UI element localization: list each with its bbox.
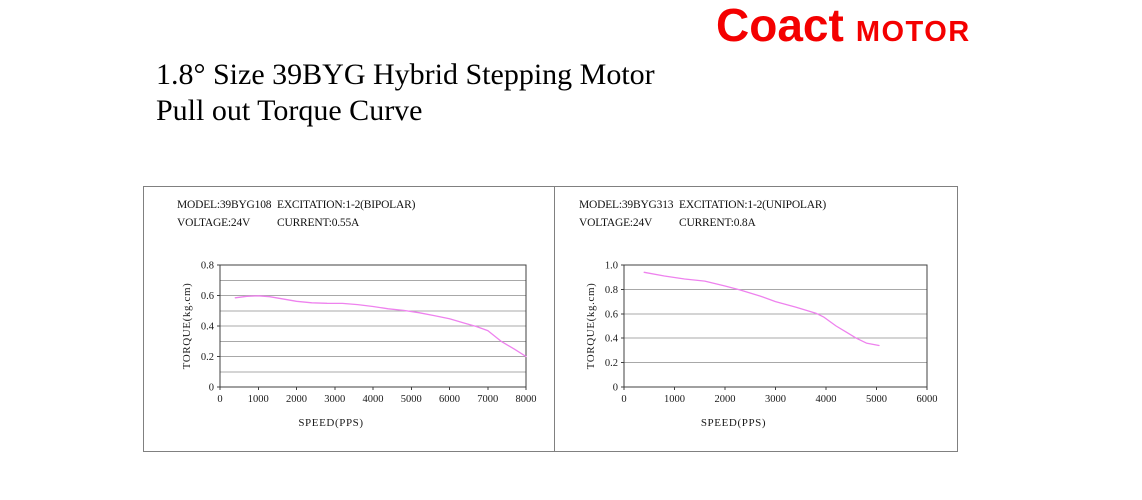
x-tick-label: 4000 [363, 394, 384, 405]
x-axis-title: SPEED(PPS) [298, 417, 363, 429]
y-tick-label: 0.4 [605, 334, 619, 345]
y-tick-label: 0.2 [605, 358, 618, 369]
x-tick-label: 1000 [248, 394, 269, 405]
logo-suffix-text: MOTOR [855, 16, 971, 48]
excitation-label: EXCITATION:1-2(BIPOLAR) [277, 199, 416, 211]
x-tick-label: 5000 [866, 394, 887, 405]
y-tick-label: 0.8 [201, 261, 214, 272]
voltage-label: VOLTAGE:24V [177, 217, 251, 229]
logo-brand-text: Coact [716, 0, 844, 51]
x-tick-label: 5000 [401, 394, 422, 405]
voltage-label: VOLTAGE:24V [579, 217, 653, 229]
page-title-line2: Pull out Torque Curve [156, 94, 423, 127]
y-tick-label: 0.4 [201, 322, 215, 333]
page-title: 1.8° Size 39BYG Hybrid Stepping Motor Pu… [156, 57, 655, 129]
x-tick-label: 3000 [324, 394, 345, 405]
x-tick-label: 4000 [816, 394, 837, 405]
x-tick-label: 2000 [286, 394, 307, 405]
coact-motor-logo: Coact MOTOR [716, 2, 971, 48]
panel-39byg108: MODEL:39BYG108 EXCITATION:1-2(BIPOLAR) V… [144, 187, 555, 451]
y-tick-label: 0 [613, 383, 618, 394]
model-label: MODEL:39BYG108 [177, 199, 272, 211]
torque-chart-39byg313: 0 1000 2000 3000 4000 5000 6000 0 0.2 0.4 0.6 0.8 1.… [585, 261, 938, 430]
current-label: CURRENT:0.8A [679, 217, 756, 229]
x-tick-label: 8000 [516, 394, 537, 405]
x-axis-title: SPEED(PPS) [701, 417, 766, 429]
y-tick-label: 0 [209, 383, 214, 394]
x-tick-label: 2000 [715, 394, 736, 405]
y-tick-label: 1.0 [605, 261, 618, 272]
plot-border [623, 264, 928, 388]
y-tick-label: 0.6 [201, 291, 214, 302]
x-tick-label: 0 [217, 394, 222, 405]
model-label: MODEL:39BYG313 [579, 199, 674, 211]
x-tick-label: 0 [621, 394, 626, 405]
y-tick-label: 0.2 [201, 352, 214, 363]
torque-curve [643, 271, 880, 347]
y-tick-label: 0.8 [605, 285, 618, 296]
chart-header-39byg108: MODEL:39BYG108 EXCITATION:1-2(BIPOLAR) V… [177, 196, 415, 232]
excitation-label: EXCITATION:1-2(UNIPOLAR) [679, 199, 826, 211]
panel-39byg313: MODEL:39BYG313 EXCITATION:1-2(UNIPOLAR) … [555, 187, 957, 451]
x-tick-label: 6000 [917, 394, 938, 405]
y-tick-label: 0.6 [605, 309, 618, 320]
y-axis-title: TORQUE(kg.cm) [181, 283, 193, 370]
chart-header-39byg313: MODEL:39BYG313 EXCITATION:1-2(UNIPOLAR) … [579, 196, 826, 232]
x-tick-label: 6000 [439, 394, 460, 405]
x-tick-label: 3000 [765, 394, 786, 405]
current-label: CURRENT:0.55A [277, 217, 360, 229]
torque-chart-39byg108: 0 1000 2000 3000 4000 5000 6000 7000 8000 0 0.2 0.4… [181, 261, 537, 430]
torque-curve [234, 295, 527, 358]
page-title-line1: 1.8° Size 39BYG Hybrid Stepping Motor [156, 58, 655, 91]
charts-frame: MODEL:39BYG108 EXCITATION:1-2(BIPOLAR) V… [143, 186, 958, 452]
y-axis-title: TORQUE(kg.cm) [585, 283, 597, 370]
x-tick-label: 7000 [477, 394, 498, 405]
x-tick-label: 1000 [664, 394, 685, 405]
